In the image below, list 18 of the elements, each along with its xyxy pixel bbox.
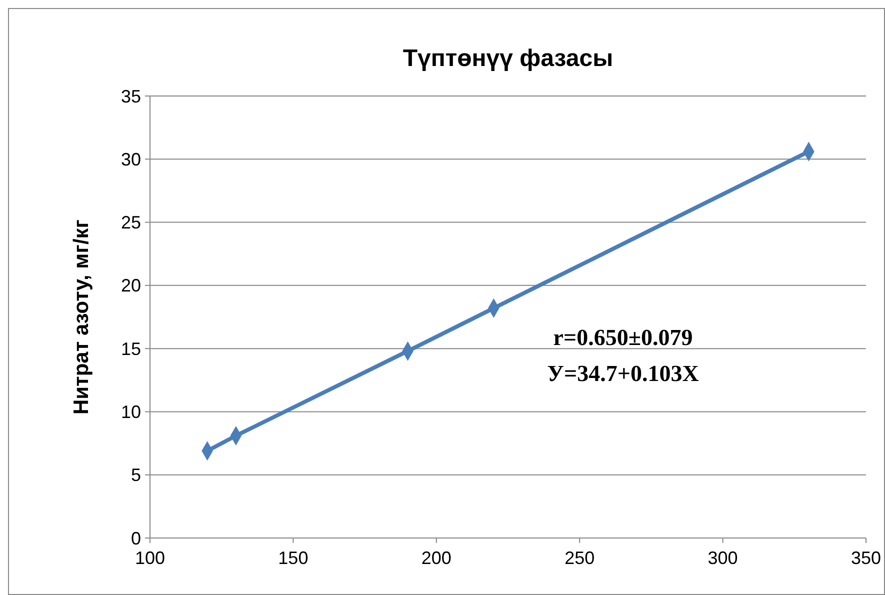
y-tick-label: 30 xyxy=(120,149,141,170)
y-tick-label: 5 xyxy=(130,465,141,486)
annotation: У=34.7+0.103Х xyxy=(547,361,700,386)
y-tick-label: 20 xyxy=(120,276,141,296)
annotation: r=0.650±0.079 xyxy=(553,325,693,350)
y-tick-label: 35 xyxy=(120,86,141,106)
y-tick-label: 0 xyxy=(130,528,141,548)
y-tick-label: 25 xyxy=(120,212,141,233)
x-tick-label: 100 xyxy=(134,548,166,568)
x-tick-label: 200 xyxy=(421,548,452,568)
x-tick-label: 150 xyxy=(278,548,308,568)
x-tick-label: 300 xyxy=(708,548,738,568)
y-tick-label: 10 xyxy=(120,402,141,422)
chart-title: Түптөнүү фазасы xyxy=(402,45,614,72)
y-tick-label: 15 xyxy=(120,338,141,359)
x-tick-label: 250 xyxy=(564,548,595,568)
y-axis-title: Нитрат азоту, мг/кг xyxy=(70,219,93,415)
x-tick-label: 350 xyxy=(850,548,882,568)
